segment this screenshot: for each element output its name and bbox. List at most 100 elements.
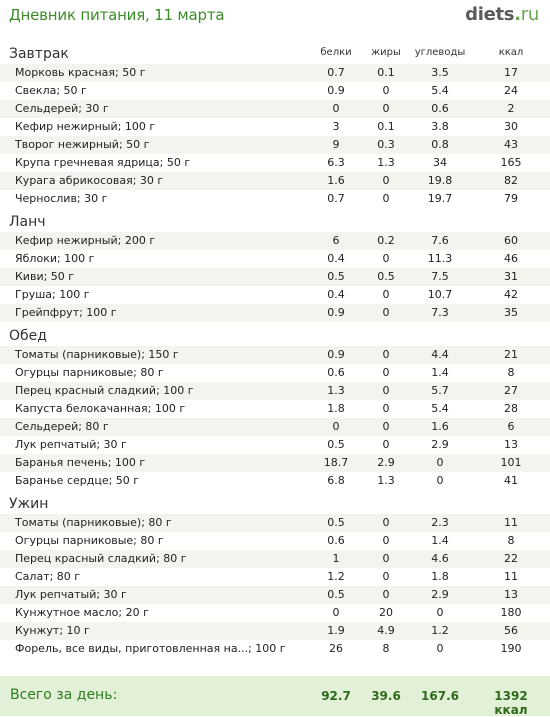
fat-value: 1.3	[377, 156, 395, 169]
kcal-value: 27	[504, 384, 518, 397]
food-name: Томаты (парниковые); 150 г	[15, 348, 179, 361]
carbs-value: 5.7	[431, 384, 449, 397]
meal-header: Обед	[0, 326, 550, 346]
daily-total-bar: Всего за день: 92.7 39.6 167.6 1392 ккал	[0, 676, 550, 717]
total-fat: 39.6	[371, 689, 401, 703]
carbs-value: 4.4	[431, 348, 449, 361]
fat-value: 0	[382, 588, 390, 601]
carbs-value: 3.5	[431, 66, 449, 79]
protein-value: 0.6	[327, 534, 345, 547]
fat-value: 0	[382, 402, 390, 415]
food-row: Перец красный сладкий; 80 г 1 0 4.6 22	[0, 550, 550, 568]
kcal-value: 13	[504, 588, 518, 601]
kcal-value: 79	[504, 192, 518, 205]
carbs-value: 2.9	[431, 438, 449, 451]
carbs-value: 4.6	[431, 552, 449, 565]
food-name: Сельдерей; 80 г	[15, 420, 109, 433]
fat-value: 0.2	[377, 234, 395, 247]
food-row: Баранья печень; 100 г 18.7 2.9 0 101	[0, 454, 550, 472]
nutrition-table: Завтрак белки жиры углеводы ккал Морковь крас…	[0, 44, 550, 658]
food-name: Баранье сердце; 50 г	[15, 474, 140, 487]
protein-value: 0.9	[327, 348, 345, 361]
carbs-value: 34	[433, 156, 447, 169]
protein-value: 26	[329, 642, 343, 655]
kcal-value: 60	[504, 234, 518, 247]
fat-value: 0	[382, 552, 390, 565]
kcal-value: 28	[504, 402, 518, 415]
food-name: Салат; 80 г	[15, 570, 81, 583]
food-row: Томаты (парниковые); 150 г 0.9 0 4.4 21	[0, 346, 550, 364]
kcal-value: 2	[507, 102, 515, 115]
carbs-value: 0.8	[431, 138, 449, 151]
column-fat-header: жиры	[371, 47, 401, 58]
carbs-value: 1.2	[431, 624, 449, 637]
food-row: Лук репчатый; 30 г 0.5 0 2.9 13	[0, 586, 550, 604]
protein-value: 0	[332, 420, 340, 433]
food-name: Кунжутное масло; 20 г	[15, 606, 149, 619]
food-name: Морковь красная; 50 г	[15, 66, 146, 79]
logo-main: diets	[465, 4, 515, 25]
carbs-value: 7.6	[431, 234, 449, 247]
food-name: Баранья печень; 100 г	[15, 456, 146, 469]
kcal-value: 8	[507, 534, 515, 547]
food-row: Яблоки; 100 г 0.4 0 11.3 46	[0, 250, 550, 268]
food-name: Огурцы парниковые; 80 г	[15, 534, 164, 547]
kcal-value: 165	[500, 156, 522, 169]
protein-value: 18.7	[323, 456, 349, 469]
food-name: Капуста белокачанная; 100 г	[15, 402, 186, 415]
food-name: Курага абрикосовая; 30 г	[15, 174, 164, 187]
food-name: Сельдерей; 30 г	[15, 102, 109, 115]
carbs-value: 1.4	[431, 534, 449, 547]
protein-value: 6.3	[327, 156, 345, 169]
kcal-value: 180	[500, 606, 522, 619]
meal-header: Завтрак белки жиры углеводы ккал	[0, 44, 550, 64]
food-row: Огурцы парниковые; 80 г 0.6 0 1.4 8	[0, 364, 550, 382]
food-name: Томаты (парниковые); 80 г	[15, 516, 172, 529]
protein-value: 0.4	[327, 288, 345, 301]
kcal-value: 43	[504, 138, 518, 151]
fat-value: 0	[382, 252, 390, 265]
food-name: Киви; 50 г	[15, 270, 75, 283]
page-title: Дневник питания, 11 марта	[9, 6, 225, 24]
fat-value: 0.1	[377, 66, 395, 79]
fat-value: 0	[382, 192, 390, 205]
food-row: Киви; 50 г 0.5 0.5 7.5 31	[0, 268, 550, 286]
kcal-value: 22	[504, 552, 518, 565]
food-name: Крупа гречневая ядрица; 50 г	[15, 156, 191, 169]
meal-header: Ужин	[0, 494, 550, 514]
food-row: Курага абрикосовая; 30 г 1.6 0 19.8 82	[0, 172, 550, 190]
food-name: Кефир нежирный; 200 г	[15, 234, 156, 247]
protein-value: 1.2	[327, 570, 345, 583]
food-row: Перец красный сладкий; 100 г 1.3 0 5.7 27	[0, 382, 550, 400]
kcal-value: 30	[504, 120, 518, 133]
carbs-value: 1.4	[431, 366, 449, 379]
protein-value: 0.9	[327, 306, 345, 319]
fat-value: 0	[382, 84, 390, 97]
food-row: Сельдерей; 30 г 0 0 0.6 2	[0, 100, 550, 118]
carbs-value: 0.6	[431, 102, 449, 115]
kcal-value: 82	[504, 174, 518, 187]
protein-value: 0	[332, 102, 340, 115]
carbs-value: 0	[436, 456, 444, 469]
carbs-value: 2.3	[431, 516, 449, 529]
fat-value: 0.5	[377, 270, 395, 283]
kcal-value: 56	[504, 624, 518, 637]
fat-value: 20	[379, 606, 393, 619]
food-row: Форель, все виды, приготовленная на...; …	[0, 640, 550, 658]
kcal-value: 8	[507, 366, 515, 379]
fat-value: 0	[382, 348, 390, 361]
logo-tld: ru	[520, 4, 540, 25]
kcal-value: 17	[504, 66, 518, 79]
site-logo[interactable]: diets.ru	[465, 4, 539, 25]
total-protein: 92.7	[321, 689, 351, 703]
food-name: Яблоки; 100 г	[15, 252, 95, 265]
carbs-value: 5.4	[431, 402, 449, 415]
carbs-value: 1.6	[431, 420, 449, 433]
food-name: Творог нежирный; 50 г	[15, 138, 150, 151]
carbs-value: 11.3	[427, 252, 453, 265]
protein-value: 1.6	[327, 174, 345, 187]
total-label: Всего за день:	[10, 687, 118, 703]
carbs-value: 2.9	[431, 588, 449, 601]
food-row: Капуста белокачанная; 100 г 1.8 0 5.4 28	[0, 400, 550, 418]
